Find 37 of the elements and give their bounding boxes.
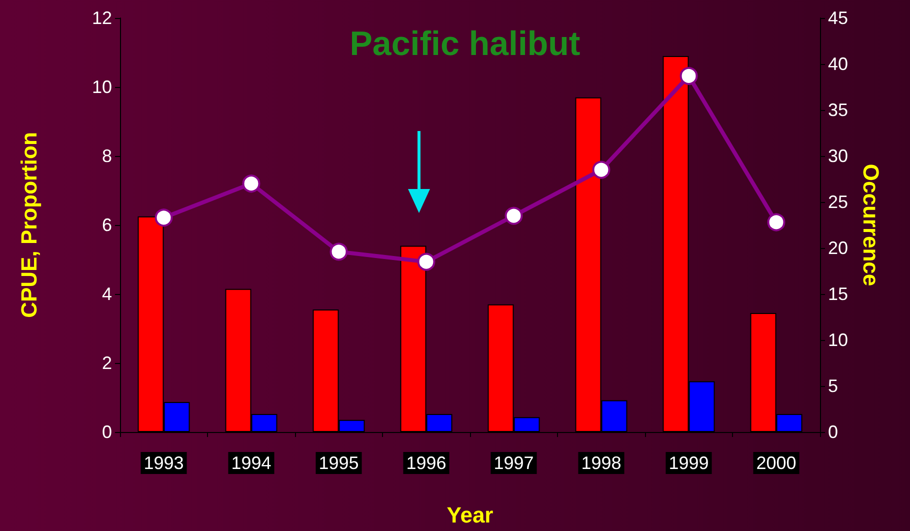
- y2-tick-label: 0: [828, 422, 838, 442]
- y-tick-label: 6: [102, 215, 112, 235]
- y2-tick-label: 25: [828, 192, 848, 212]
- x-tick-label: 1998: [581, 453, 622, 473]
- y-tick-label: 2: [102, 353, 112, 373]
- point: [592, 160, 610, 179]
- y2-tick-label: 30: [828, 146, 848, 166]
- x-tick-label: 1995: [318, 453, 359, 473]
- chart-title: Pacific halibut: [350, 25, 580, 63]
- y-axis-title: CPUE, Proportion: [16, 132, 42, 318]
- y2-tick-label: 5: [828, 376, 838, 396]
- point: [417, 252, 436, 271]
- y2-tick-label: 45: [828, 8, 848, 28]
- y-tick-label: 8: [102, 146, 112, 166]
- point: [242, 174, 260, 193]
- point: [680, 66, 698, 85]
- y2-tick-label: 15: [828, 284, 848, 304]
- point: [504, 206, 523, 225]
- y-tick-label: 10: [92, 77, 112, 97]
- point: [767, 213, 786, 232]
- x-tick-label: 1993: [144, 453, 184, 473]
- x-tick-label: 1997: [494, 453, 534, 473]
- x-axis-title: Year: [446, 502, 494, 528]
- y-tick-label: 4: [102, 284, 112, 304]
- x-tick-label: 1994: [231, 453, 272, 473]
- y-tick-label: 0: [102, 422, 112, 442]
- y2-tick-label: 20: [828, 238, 848, 258]
- x-tick-label: 1999: [668, 453, 709, 473]
- y2-tick-label: 10: [828, 330, 848, 350]
- x-tick-label: 2000: [756, 453, 796, 473]
- y2-tick-label: 40: [828, 54, 848, 74]
- y2-tick-label: 35: [828, 100, 848, 120]
- point: [330, 242, 348, 261]
- x-tick-label: 1996: [406, 453, 446, 473]
- point: [154, 208, 173, 227]
- y2-axis-title: Occurrence: [858, 164, 884, 286]
- y-tick-label: 12: [92, 8, 112, 28]
